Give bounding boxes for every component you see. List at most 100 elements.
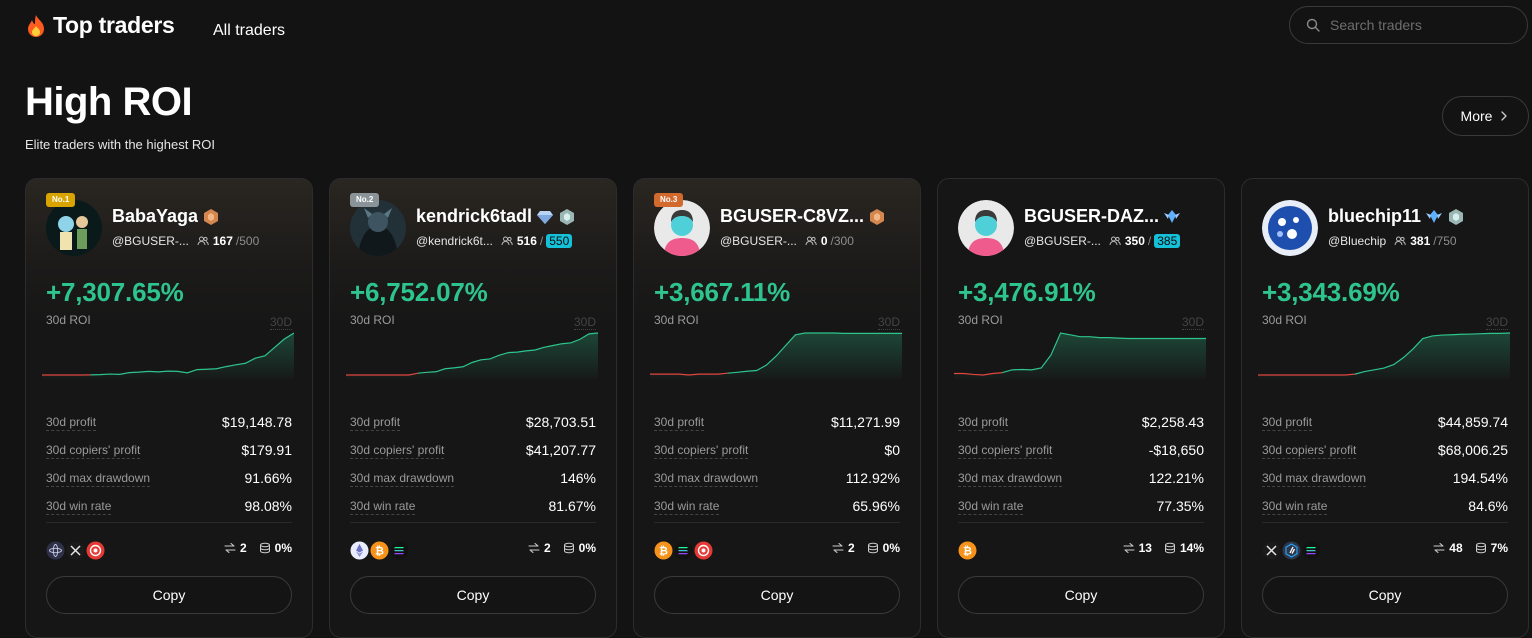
stat-row-max-drawdown: 30d max drawdown 112.92% <box>654 464 900 492</box>
search-icon <box>1306 18 1320 32</box>
rank-badge: No.1 <box>46 193 75 207</box>
trader-name[interactable]: kendrick6tadl <box>416 206 532 227</box>
diamond-level-icon[interactable] <box>536 208 554 226</box>
search-input[interactable] <box>1328 16 1512 34</box>
period-selector[interactable]: 30D <box>1182 315 1204 330</box>
sol-coin-icon <box>390 541 409 560</box>
trader-card-3[interactable]: No.3 BGUSER-C8VZ... @BGUSER-... 0 /300 +… <box>633 178 921 638</box>
stat-value: 65.96% <box>853 498 900 514</box>
roi-chart <box>650 329 902 379</box>
copy-button[interactable]: Copy <box>1262 576 1508 614</box>
nav-all-traders[interactable]: All traders <box>213 22 285 40</box>
avatar[interactable] <box>46 200 102 256</box>
stat-label[interactable]: 30d profit <box>958 414 1008 431</box>
stat-label[interactable]: 30d profit <box>46 414 96 431</box>
stat-label[interactable]: 30d copiers' profit <box>1262 442 1356 459</box>
trader-name[interactable]: BGUSER-DAZ... <box>1024 206 1159 227</box>
stat-label[interactable]: 30d win rate <box>1262 498 1327 515</box>
coin-list <box>46 541 105 560</box>
red-coin-icon <box>694 541 713 560</box>
trader-card-1[interactable]: No.1 BabaYaga @BGUSER-... 167 /500 +7,30… <box>25 178 313 638</box>
roi-chart-svg <box>650 329 902 379</box>
copy-button[interactable]: Copy <box>654 576 900 614</box>
avatar[interactable] <box>958 200 1014 256</box>
stat-label[interactable]: 30d profit <box>654 414 704 431</box>
stat-value: $44,859.74 <box>1438 414 1508 430</box>
copy-button[interactable]: Copy <box>958 576 1204 614</box>
trader-name[interactable]: BGUSER-C8VZ... <box>720 206 864 227</box>
gem-level-icon[interactable] <box>1447 208 1465 226</box>
avatar[interactable] <box>1262 200 1318 256</box>
roi-area <box>1258 333 1510 379</box>
stat-row-copiers-profit: 30d copiers' profit $41,207.77 <box>350 436 596 464</box>
swap-icon <box>224 542 236 554</box>
stat-label[interactable]: 30d max drawdown <box>1262 470 1366 487</box>
coin-list <box>1262 541 1321 560</box>
stat-label[interactable]: 30d profit <box>350 414 400 431</box>
stat-label[interactable]: 30d copiers' profit <box>350 442 444 459</box>
trade-meta: 2 0% <box>832 541 900 555</box>
copiers-count: 167 <box>213 234 233 248</box>
period-selector[interactable]: 30D <box>878 315 900 330</box>
btc-coin-icon: ₿ <box>958 541 977 560</box>
level-badges <box>198 208 220 226</box>
stat-label[interactable]: 30d copiers' profit <box>958 442 1052 459</box>
stat-row-max-drawdown: 30d max drawdown 122.21% <box>958 464 1204 492</box>
svg-text:₿: ₿ <box>659 546 668 558</box>
period-selector[interactable]: 30D <box>270 315 292 330</box>
stat-value: 112.92% <box>846 470 900 486</box>
trader-card-4[interactable]: BGUSER-DAZ... @BGUSER-... 350 / 385 +3,4… <box>937 178 1225 638</box>
stats-list: 30d profit $11,271.99 30d copiers' profi… <box>654 408 900 520</box>
copiers-cap: 385 <box>1154 234 1180 248</box>
btc-coin-icon: ₿ <box>654 541 673 560</box>
avatar[interactable] <box>654 200 710 256</box>
cosmos-coin-icon <box>46 541 65 560</box>
gem-level-icon[interactable] <box>558 208 576 226</box>
more-button[interactable]: More <box>1442 96 1529 136</box>
stat-label[interactable]: 30d win rate <box>350 498 415 515</box>
trader-handle: @BGUSER-... <box>112 234 189 248</box>
stat-label[interactable]: 30d max drawdown <box>958 470 1062 487</box>
stat-label[interactable]: 30d win rate <box>46 498 111 515</box>
stat-value: $68,006.25 <box>1438 442 1508 458</box>
trader-name[interactable]: BabaYaga <box>112 206 198 227</box>
bronze-level-icon[interactable] <box>868 208 886 226</box>
profit-share: 14% <box>1180 541 1204 555</box>
copy-button[interactable]: Copy <box>350 576 596 614</box>
diamond-wing-level-icon[interactable] <box>1425 208 1443 226</box>
svg-text:₿: ₿ <box>963 546 972 558</box>
stats-list: 30d profit $2,258.43 30d copiers' profit… <box>958 408 1204 520</box>
stat-label[interactable]: 30d max drawdown <box>350 470 454 487</box>
period-selector[interactable]: 30D <box>1486 315 1508 330</box>
bronze-level-icon[interactable] <box>202 208 220 226</box>
stat-label[interactable]: 30d max drawdown <box>46 470 150 487</box>
diamond-wing-level-icon[interactable] <box>1163 208 1181 226</box>
roi-chart-svg <box>1258 329 1510 379</box>
trader-card-2[interactable]: No.2 kendrick6tadl @kendrick6t... 516 / … <box>329 178 617 638</box>
stat-label[interactable]: 30d max drawdown <box>654 470 758 487</box>
stat-label[interactable]: 30d profit <box>1262 414 1312 431</box>
stat-value: 194.54% <box>1453 470 1508 486</box>
divider <box>1262 522 1508 523</box>
avatar[interactable] <box>350 200 406 256</box>
divider <box>958 522 1204 523</box>
stat-label[interactable]: 30d copiers' profit <box>654 442 748 459</box>
trader-name[interactable]: bluechip11 <box>1328 206 1421 227</box>
roi-area <box>42 333 294 379</box>
trader-cards: No.1 BabaYaga @BGUSER-... 167 /500 +7,30… <box>25 178 1529 638</box>
stat-label[interactable]: 30d win rate <box>654 498 719 515</box>
stat-row-profit: 30d profit $44,859.74 <box>1262 408 1508 436</box>
trade-meta: 2 0% <box>528 541 596 555</box>
search-box[interactable] <box>1289 6 1528 44</box>
arb-coin-icon <box>1282 541 1301 560</box>
stat-value: $2,258.43 <box>1142 414 1204 430</box>
copy-button[interactable]: Copy <box>46 576 292 614</box>
stat-row-win-rate: 30d win rate 98.08% <box>46 492 292 520</box>
period-selector[interactable]: 30D <box>574 315 596 330</box>
stat-label[interactable]: 30d copiers' profit <box>46 442 140 459</box>
trades-count: 2 <box>544 541 551 555</box>
stat-label[interactable]: 30d win rate <box>958 498 1023 515</box>
coin-list: ₿ <box>654 541 713 560</box>
trader-card-5[interactable]: bluechip11 @Bluechip 381 /750 +3,343.69%… <box>1241 178 1529 638</box>
btc-coin-icon: ₿ <box>370 541 389 560</box>
